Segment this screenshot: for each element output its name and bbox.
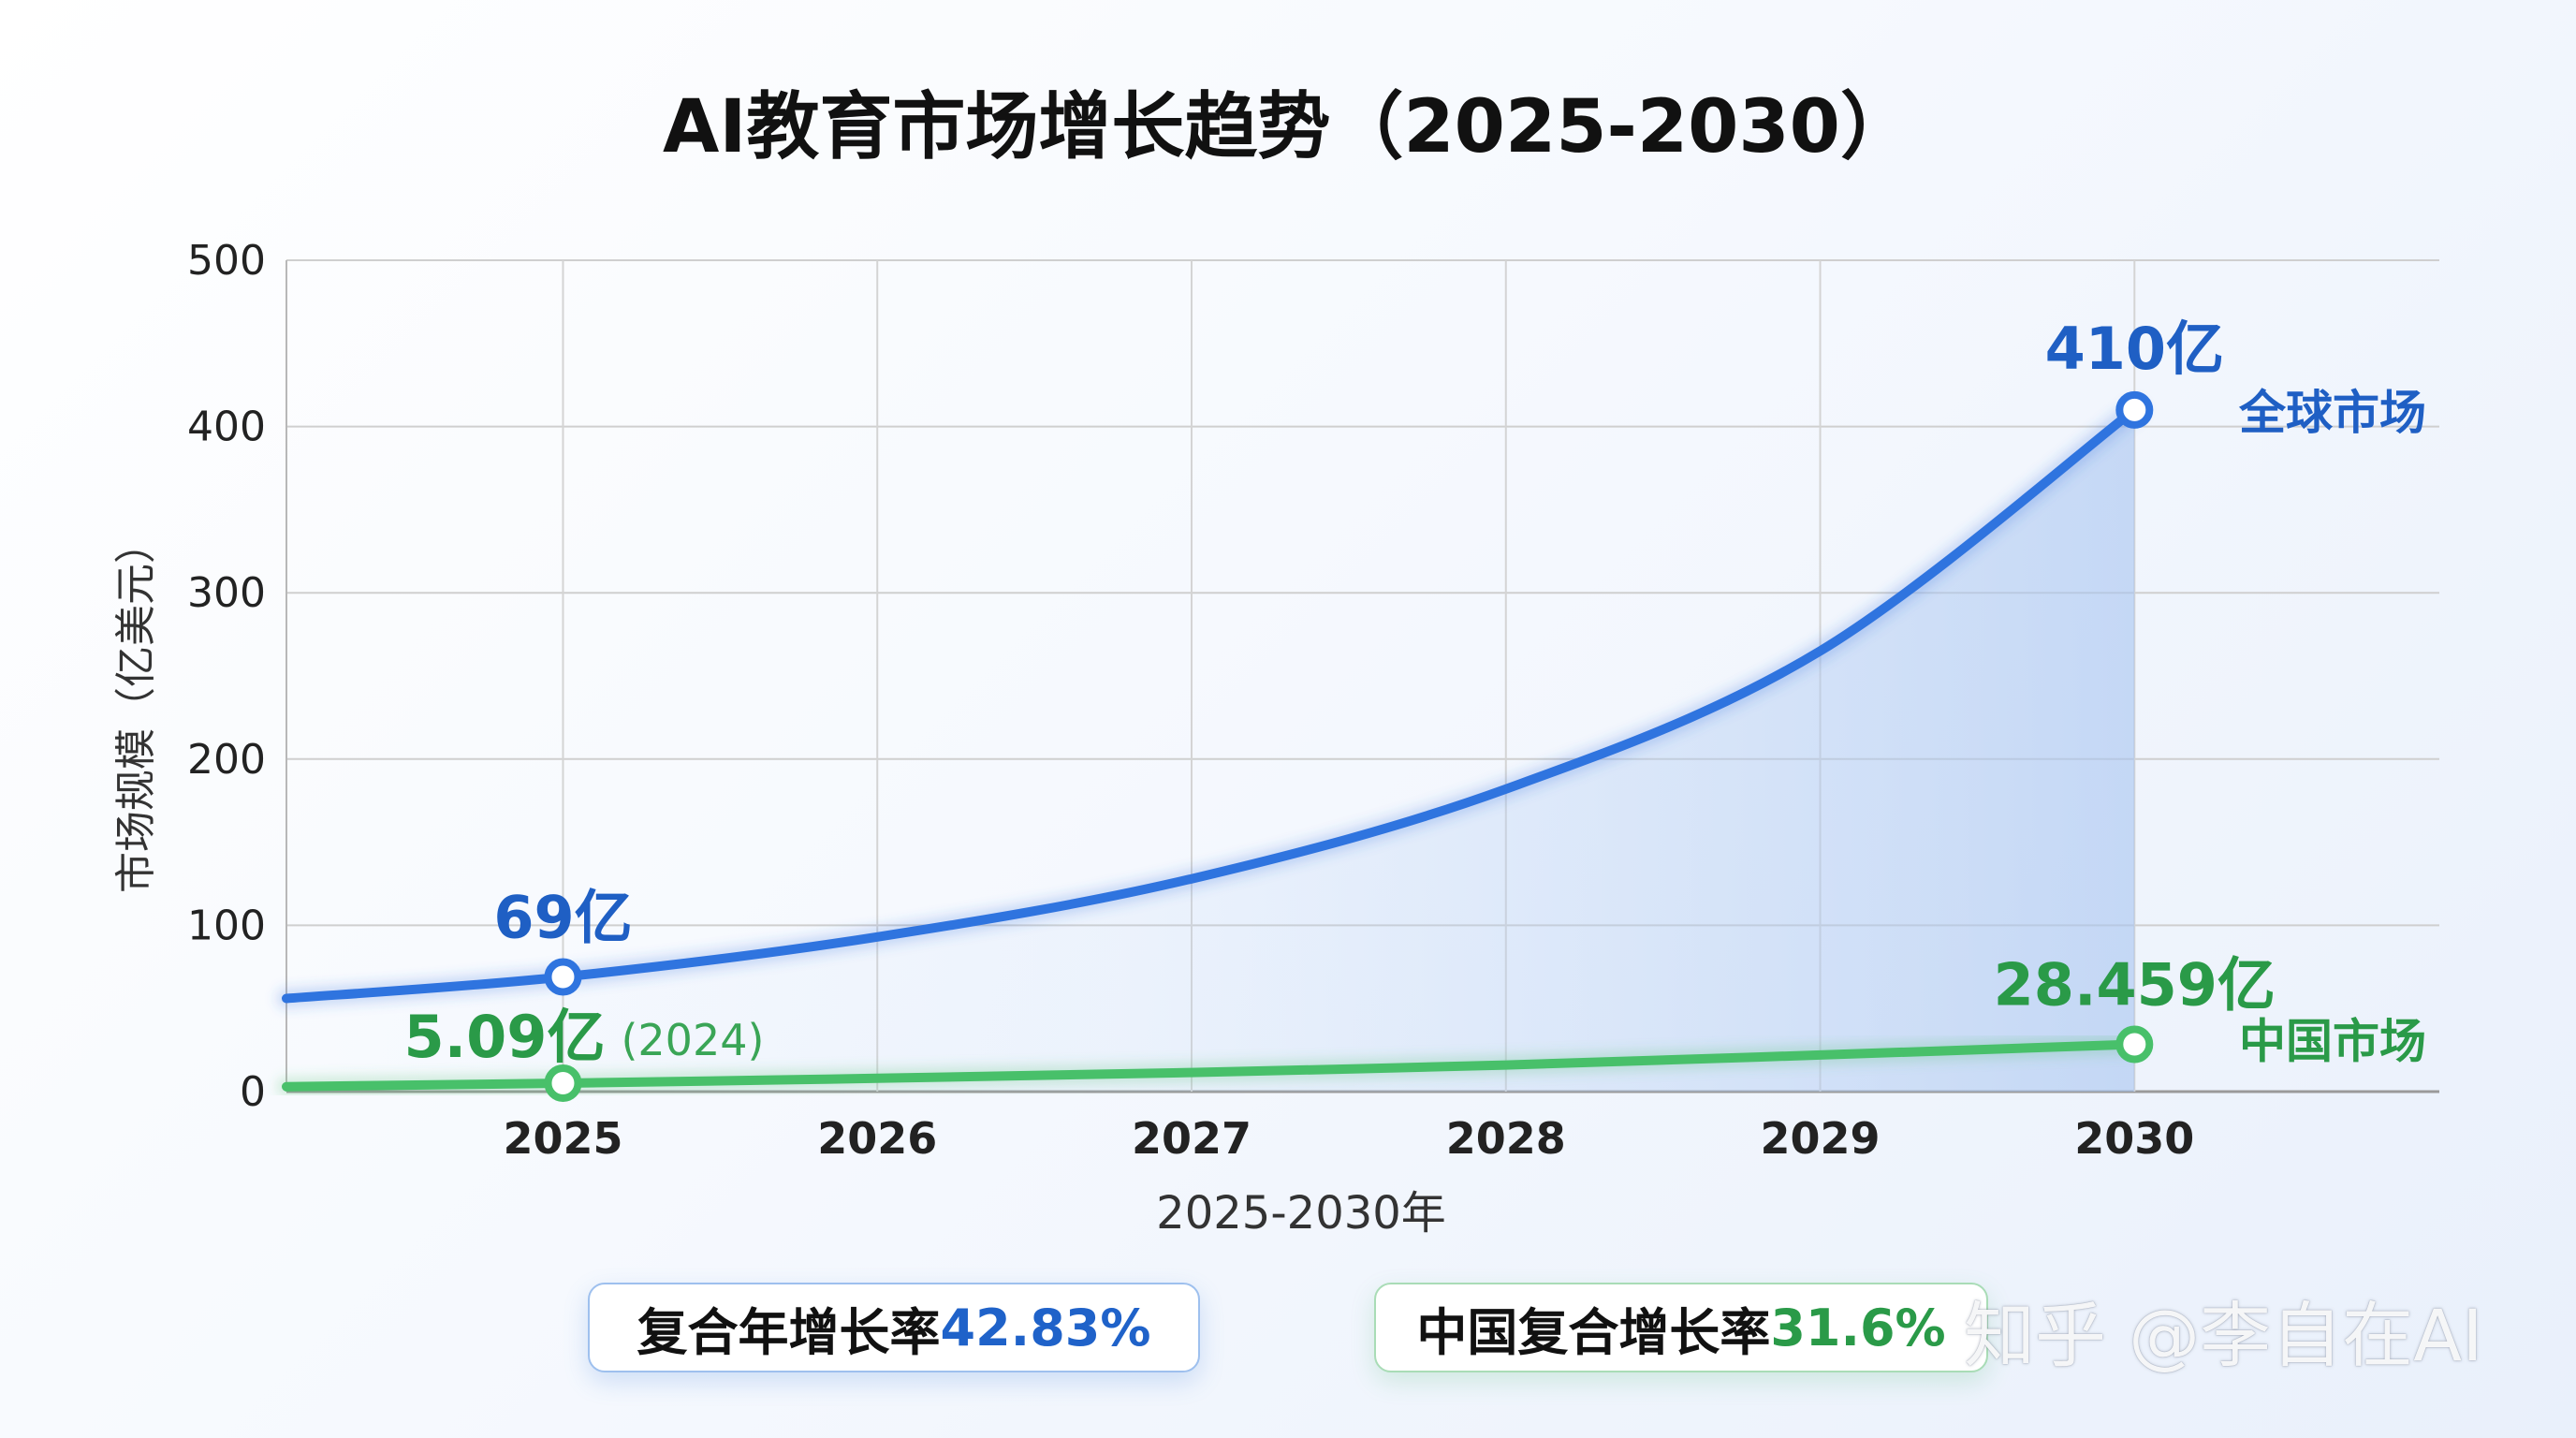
x-tick-label-2028: 2028	[1446, 1113, 1566, 1164]
data-label-china-start-note: (2024)	[621, 1015, 764, 1065]
cagr-china-label: 中国复合增长率	[1416, 1302, 1771, 1362]
x-tick-label-2025: 2025	[503, 1113, 622, 1164]
marker-global-2030	[2115, 390, 2154, 429]
chart-title: AI教育市场增长趋势（2025-2030）	[663, 85, 1913, 169]
y-tick-label-0: 0	[240, 1068, 266, 1116]
y-tick-label-300: 300	[187, 569, 266, 617]
x-tick-label-2026: 2026	[817, 1113, 937, 1164]
x-tick-label-2029: 2029	[1761, 1113, 1881, 1164]
data-label-china-end: 28.459亿	[1994, 950, 2276, 1019]
area-global	[286, 409, 2135, 1092]
cagr-china-box: 中国复合增长率 31.6%	[1374, 1283, 1988, 1372]
data-label-china-start: 5.09亿	[403, 1003, 605, 1071]
watermark: 知乎 @李自在AI	[1964, 1294, 2483, 1377]
y-tick-label-400: 400	[187, 404, 266, 451]
y-tick-label-500: 500	[187, 237, 266, 285]
x-tick-label-2027: 2027	[1132, 1113, 1251, 1164]
y-axis-title: 市场规模（亿美元）	[112, 522, 160, 893]
cagr-global-label: 复合年增长率	[637, 1302, 941, 1362]
cagr-global-value: 42.83%	[940, 1298, 1151, 1357]
series-label-global: 全球市场	[2238, 386, 2426, 440]
marker-china-2030	[2115, 1025, 2154, 1064]
area-fill	[286, 409, 2135, 1092]
x-axis-title: 2025-2030年	[1156, 1187, 1446, 1240]
y-tick-label-200: 200	[187, 736, 266, 784]
cagr-global-box: 复合年增长率 42.83%	[588, 1283, 1200, 1372]
x-tick-label-2030: 2030	[2074, 1113, 2194, 1164]
marker-global-2025	[544, 958, 582, 996]
data-label-global-end: 410亿	[2045, 315, 2224, 383]
series-lines	[276, 390, 2154, 1102]
tick-labels: 0 100 200 300 400 500 2025 2026 2027 2028 2029 2030	[187, 237, 2194, 1164]
y-tick-label-100: 100	[187, 902, 266, 949]
marker-china-2025	[544, 1064, 582, 1102]
series-label-china: 中国市场	[2239, 1014, 2426, 1068]
grid	[285, 259, 2439, 1093]
cagr-china-value: 31.6%	[1770, 1298, 1946, 1357]
data-label-global-start: 69亿	[493, 883, 632, 951]
